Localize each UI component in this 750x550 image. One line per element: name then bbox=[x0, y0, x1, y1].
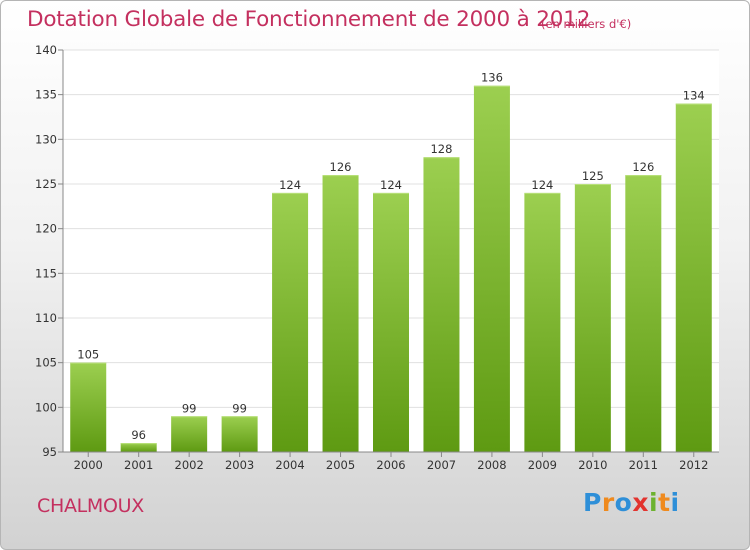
y-tick-label: 125 bbox=[35, 177, 57, 191]
y-tick-label: 140 bbox=[35, 43, 57, 57]
x-tick-label: 2011 bbox=[629, 458, 658, 472]
chart-subtitle: (en milliers d'€) bbox=[541, 17, 632, 31]
logo-letter: t bbox=[658, 488, 671, 517]
x-tick-label: 2004 bbox=[275, 458, 304, 472]
data-label: 124 bbox=[380, 178, 402, 192]
bar bbox=[70, 362, 107, 452]
y-tick-label: 130 bbox=[35, 132, 57, 146]
bar bbox=[221, 416, 258, 452]
y-tick-label: 105 bbox=[35, 356, 57, 370]
logo-letter: o bbox=[614, 488, 633, 517]
data-label: 99 bbox=[182, 401, 197, 415]
x-tick-label: 2008 bbox=[477, 458, 506, 472]
logo-letter: i bbox=[649, 488, 659, 517]
data-label: 125 bbox=[582, 169, 604, 183]
bar bbox=[272, 192, 309, 452]
y-tick-label: 120 bbox=[35, 222, 57, 236]
x-tick-label: 2003 bbox=[225, 458, 254, 472]
chart-title: Dotation Globale de Fonctionnement de 20… bbox=[27, 7, 591, 32]
bar bbox=[120, 443, 157, 452]
y-tick-label: 115 bbox=[35, 266, 57, 280]
logo-letter: P bbox=[583, 488, 602, 517]
bar bbox=[524, 192, 561, 452]
data-label: 126 bbox=[330, 160, 352, 174]
data-label: 128 bbox=[430, 142, 452, 156]
proxiti-logo: Proxiti bbox=[583, 488, 680, 517]
x-tick-label: 2005 bbox=[326, 458, 355, 472]
data-label: 134 bbox=[683, 89, 705, 103]
x-tick-label: 2009 bbox=[528, 458, 557, 472]
bar bbox=[574, 184, 611, 452]
data-label: 99 bbox=[232, 401, 247, 415]
y-tick-label: 100 bbox=[35, 400, 57, 414]
bar bbox=[171, 416, 208, 452]
logo-letter: x bbox=[632, 488, 649, 517]
bar bbox=[373, 192, 409, 452]
data-label: 96 bbox=[131, 428, 146, 442]
y-tick-label: 110 bbox=[35, 311, 57, 325]
bar bbox=[423, 157, 460, 452]
x-tick-label: 2002 bbox=[175, 458, 204, 472]
data-label: 136 bbox=[481, 71, 503, 85]
x-tick-label: 2010 bbox=[578, 458, 607, 472]
bar bbox=[473, 85, 510, 452]
data-label: 124 bbox=[531, 178, 553, 192]
logo-letter: i bbox=[670, 488, 680, 517]
y-tick-label: 95 bbox=[42, 445, 57, 459]
x-tick-label: 2000 bbox=[74, 458, 103, 472]
x-tick-label: 2007 bbox=[427, 458, 456, 472]
bar bbox=[675, 103, 712, 452]
bar bbox=[322, 175, 359, 453]
x-tick-label: 2001 bbox=[124, 458, 153, 472]
data-label: 105 bbox=[77, 348, 99, 362]
x-tick-label: 2012 bbox=[679, 458, 708, 472]
data-label: 126 bbox=[632, 160, 654, 174]
x-tick-label: 2006 bbox=[376, 458, 405, 472]
commune-name: CHALMOUX bbox=[37, 495, 145, 517]
y-tick-label: 135 bbox=[35, 88, 57, 102]
logo-letter: r bbox=[601, 488, 615, 517]
data-label: 124 bbox=[279, 178, 301, 192]
bar bbox=[625, 175, 662, 453]
